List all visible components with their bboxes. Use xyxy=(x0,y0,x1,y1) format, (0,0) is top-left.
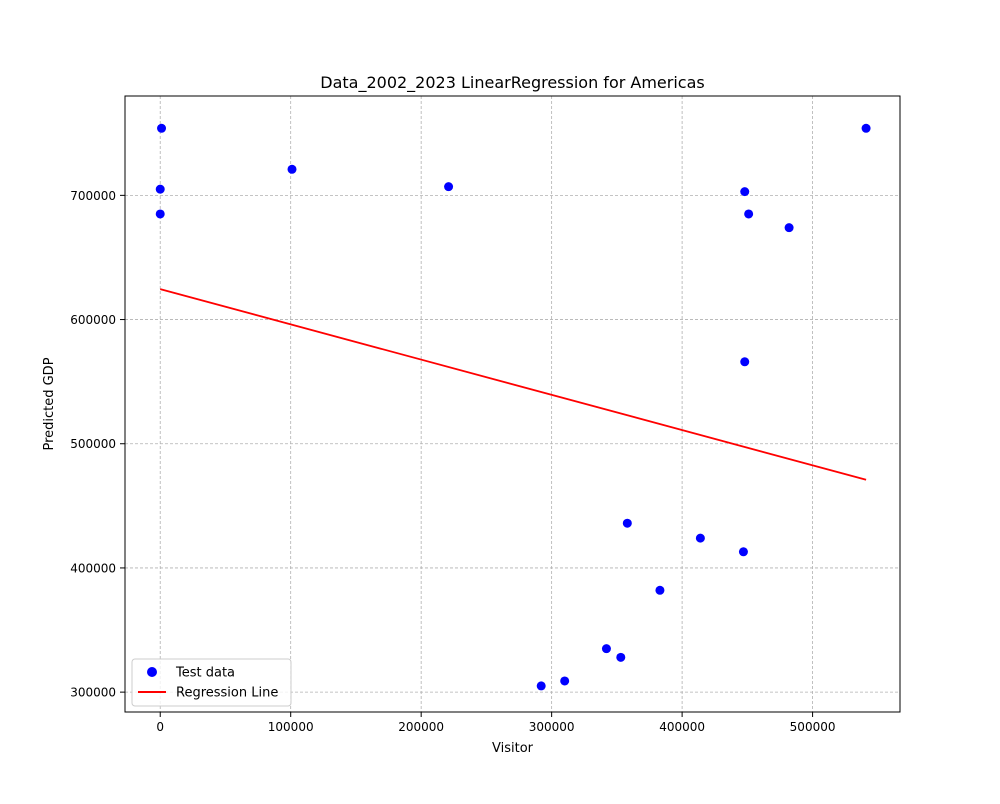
x-axis-ticks: 0 100000 200000 300000 400000 500000 xyxy=(156,712,835,734)
legend-box xyxy=(131,658,292,707)
data-point xyxy=(155,209,165,219)
scatter-points-layer xyxy=(155,123,871,691)
y-tick-label: 400000 xyxy=(70,561,116,575)
data-point xyxy=(536,681,546,691)
y-tick-label: 300000 xyxy=(70,686,116,700)
data-point xyxy=(784,223,794,233)
x-tick-label: 100000 xyxy=(268,720,314,734)
y-tick-label: 500000 xyxy=(70,437,116,451)
data-point xyxy=(616,652,626,662)
data-point xyxy=(861,123,871,133)
data-point xyxy=(740,187,750,197)
data-point xyxy=(157,123,167,133)
data-point xyxy=(622,518,632,528)
x-tick-label: 0 xyxy=(156,720,164,734)
legend-test-data-marker xyxy=(147,667,157,677)
data-point xyxy=(655,585,665,595)
y-axis-label: Predicted GDP xyxy=(42,357,57,450)
y-tick-label: 600000 xyxy=(70,313,116,327)
data-point xyxy=(560,676,570,686)
plot-frame xyxy=(124,95,901,713)
data-point xyxy=(695,533,705,543)
data-point xyxy=(744,209,754,219)
x-tick-label: 200000 xyxy=(398,720,444,734)
data-point xyxy=(155,184,165,194)
data-point xyxy=(740,357,750,367)
x-tick-label: 400000 xyxy=(659,720,705,734)
legend: Test data Regression Line xyxy=(131,658,292,707)
chart-title: Data_2002_2023 LinearRegression for Amer… xyxy=(320,73,704,93)
x-tick-label: 500000 xyxy=(790,720,836,734)
x-tick-label: 300000 xyxy=(529,720,575,734)
regression-line-layer xyxy=(159,288,867,481)
y-axis-ticks: 300000 400000 500000 600000 700000 xyxy=(70,189,125,700)
regression-line xyxy=(159,288,867,481)
legend-regression-line-label: Regression Line xyxy=(176,686,278,701)
legend-test-data-label: Test data xyxy=(175,666,235,681)
grid xyxy=(125,96,900,712)
x-axis-label: Visitor xyxy=(492,741,534,756)
data-point xyxy=(601,644,611,654)
y-tick-label: 700000 xyxy=(70,189,116,203)
data-point xyxy=(444,182,454,192)
data-point xyxy=(287,164,297,174)
data-point xyxy=(738,547,748,557)
